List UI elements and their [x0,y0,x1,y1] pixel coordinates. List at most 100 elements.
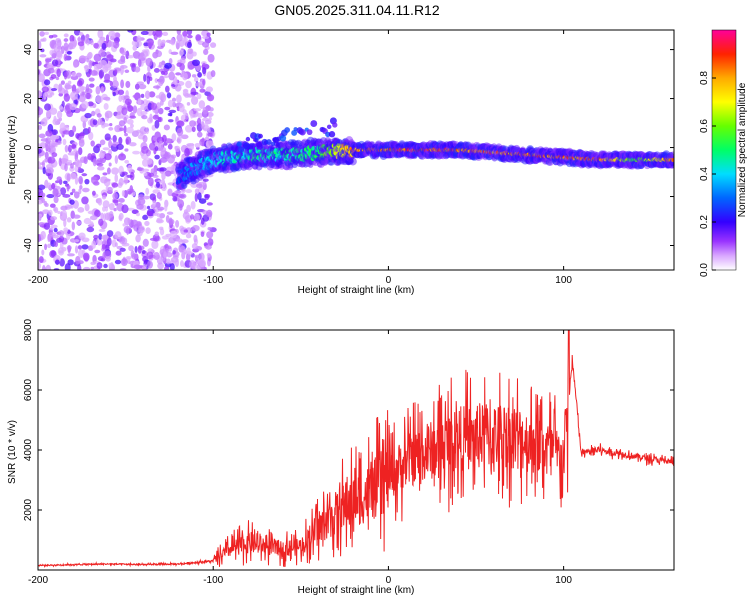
spectrogram-noise-mark [77,264,82,270]
spectrogram-noise-mark [184,93,190,98]
spectrogram-noise-mark [114,173,119,183]
spectrogram-noise-mark [179,57,186,65]
spectrogram-noise-mark [87,126,91,134]
spectrogram-noise-mark [175,238,183,243]
spectrogram-noise-mark [118,136,123,145]
spectrogram-noise-mark [39,31,45,37]
spectrogram-noise-mark [118,215,122,220]
spectrogram-noise-mark [57,210,61,215]
spectrogram-noise-mark [162,71,168,76]
snr-ytick-label: 4000 [23,438,34,461]
spectrogram-noise-mark [168,58,173,65]
spectrogram-noise-mark [79,96,84,101]
spectrogram-noise-mark [107,41,115,47]
spectrogram-noise-mark [51,129,58,136]
spectrogram-noise-mark [38,90,41,99]
spectrogram-noise-mark [186,204,191,213]
spectrogram-noise-mark [114,155,119,164]
spectrogram-noise-mark [60,80,65,85]
spectrogram-noise-mark [97,197,103,206]
spectrogram-noise-mark [81,100,89,109]
spectrogram-noise-mark [69,103,77,111]
spectrogram-branch-mark [256,141,263,148]
spectrogram-noise-mark [41,249,45,256]
spectrogram-noise-mark [184,147,190,157]
spectrogram-noise-mark [63,53,68,62]
spectrogram-noise-mark [119,267,127,270]
spectrogram-noise-mark [176,127,184,137]
spectrogram-noise-mark [114,125,121,133]
spectrogram-noise-mark [114,242,118,247]
spectrogram-noise-mark [63,93,71,102]
spectrogram-noise-mark [104,133,111,141]
spectrogram-noise-mark [75,255,81,265]
spectrogram-noise-mark [134,66,141,73]
spectrogram-noise-mark [137,245,142,254]
spectrogram-noise-mark [119,65,128,69]
spectrogram-noise-mark [53,195,59,204]
spectrogram-noise-mark [206,231,214,239]
spectrogram-noise-mark [127,30,134,33]
spectrogram-noise-mark [58,230,65,237]
spectrogram-noise-mark [106,54,114,62]
spectrogram-noise-mark [101,194,107,200]
spectrogram-noise-mark [39,192,46,198]
spectrogram-noise-mark [208,116,212,121]
spectrogram-noise-mark [185,233,192,239]
spectrogram-noise-mark [54,241,59,248]
spectrogram-noise-mark [201,137,205,147]
spectrogram-noise-mark [152,174,159,178]
spectrogram-noise-mark [167,119,174,123]
spectrogram-noise-mark [96,113,102,118]
spectrogram-noise-mark [124,69,130,73]
spectrogram-noise-mark [202,78,206,86]
spectrogram-noise-mark [54,259,60,265]
spectrogram-noise-mark [108,162,112,167]
spectrogram-noise-mark [66,185,71,190]
snr-xtick-label: 100 [555,575,572,586]
colorbar-tick-label: 0.8 [699,71,710,85]
spectrogram-noise-mark [153,85,161,89]
spectrogram-noise-mark [205,244,212,250]
spectrogram-noise-mark [192,59,201,67]
spectrogram-noise-mark [165,258,171,265]
spectrogram-noise-mark [44,157,49,163]
spectrogram-noise-mark [112,40,120,49]
spectrogram-noise-mark [63,33,69,38]
spectrogram-noise-mark [205,38,212,43]
spectrogram-noise-mark [99,139,106,146]
spectrogram-noise-mark [42,209,50,215]
spectrogram-noise-mark [38,73,45,83]
spectrogram-noise-mark [164,62,172,69]
spectrogram-noise-mark [159,147,167,153]
spectrogram-noise-mark [144,220,150,226]
spectrogram-noise-mark [202,178,209,182]
spectrogram-noise-mark [182,72,188,81]
spectrogram-noise-mark [132,150,141,155]
spectrogram-xtick-label: 0 [386,275,392,286]
spectrogram-noise-mark [102,200,110,209]
spectrogram-noise-mark [83,217,92,225]
spectrogram-noise-mark [178,49,184,57]
spectrogram-noise-mark [124,159,130,164]
spectrogram-noise-mark [210,70,216,78]
spectrogram-noise-mark [38,213,43,218]
spectrogram-noise-mark [71,143,77,149]
spectrogram-noise-mark [64,145,69,153]
spectrogram-noise-mark [166,211,174,215]
spectrogram-noise-mark [153,251,160,260]
spectrogram-noise-mark [174,78,178,86]
spectrogram-noise-mark [73,30,81,36]
spectrogram-noise-mark [38,262,41,270]
spectrogram-noise-mark [43,92,47,100]
spectrogram-noise-mark [66,217,72,223]
spectrogram-noise-mark [53,227,58,233]
spectrogram-noise-mark [123,175,129,185]
spectrogram-noise-mark [187,48,193,55]
spectrogram-noise-mark [146,211,153,217]
spectrogram-noise-mark [139,52,145,57]
spectrogram-branch-mark [279,134,287,142]
spectrogram-noise-mark [111,167,119,175]
spectrogram-noise-mark [206,32,211,37]
spectrogram-noise-mark [77,41,85,47]
